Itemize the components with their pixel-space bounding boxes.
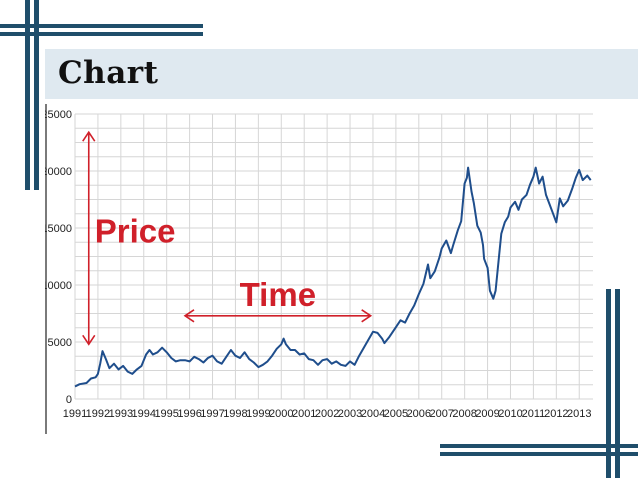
x-tick-label: 1993 <box>109 408 133 420</box>
x-tick-label: 1999 <box>246 408 270 420</box>
x-tick-label: 2003 <box>338 408 362 420</box>
x-tick-label: 2012 <box>544 408 568 420</box>
decor-horizontal-line-top-b <box>0 32 203 36</box>
decor-vertical-line-left-a <box>25 0 30 190</box>
y-tick-label: 25000 <box>45 109 72 121</box>
slide-title: Chart <box>58 55 159 91</box>
x-tick-label: 2010 <box>498 408 522 420</box>
series-line <box>74 166 592 388</box>
decor-vertical-line-left-b <box>34 0 39 190</box>
x-tick-label: 1991 <box>63 408 87 420</box>
title-bar <box>45 49 638 99</box>
x-tick-label: 1998 <box>223 408 247 420</box>
x-tick-label: 1992 <box>86 408 110 420</box>
x-tick-label: 2001 <box>292 408 316 420</box>
decor-vertical-line-right-b <box>615 289 620 478</box>
decor-vertical-line-right-a <box>606 289 611 478</box>
y-tick-label: 15000 <box>45 223 72 235</box>
decor-horizontal-line-bottom-b <box>440 452 638 456</box>
decor-horizontal-line-top-a <box>0 24 203 28</box>
x-tick-label: 2009 <box>475 408 499 420</box>
x-tick-label: 2011 <box>522 408 546 420</box>
x-tick-label: 1995 <box>154 408 178 420</box>
y-tick-label: 20000 <box>45 166 72 178</box>
x-tick-label: 2000 <box>269 408 293 420</box>
price-arrow-head-bottom <box>82 334 96 346</box>
y-tick-label: 0 <box>66 394 72 406</box>
y-tick-label: 10000 <box>45 280 72 292</box>
x-tick-label: 2004 <box>361 408 385 420</box>
price-annotation-label: Price <box>95 212 176 249</box>
x-tick-label: 1996 <box>177 408 201 420</box>
time-arrow-head-right <box>361 309 373 323</box>
x-tick-label: 2013 <box>567 408 591 420</box>
x-tick-label: 2002 <box>315 408 339 420</box>
price-arrow-head-top <box>82 130 96 142</box>
x-tick-label: 2005 <box>384 408 408 420</box>
x-tick-label: 2006 <box>407 408 431 420</box>
time-annotation-label: Time <box>240 276 316 313</box>
x-tick-label: 2008 <box>452 408 476 420</box>
x-tick-label: 2007 <box>429 408 453 420</box>
time-arrow-head-left <box>183 309 195 323</box>
x-tick-label: 1994 <box>132 408 156 420</box>
decor-horizontal-line-bottom-a <box>440 444 638 448</box>
y-tick-label: 5000 <box>48 337 72 349</box>
line-chart: 0500010000150002000025000199119921993199… <box>45 104 593 434</box>
x-tick-label: 1997 <box>200 408 224 420</box>
